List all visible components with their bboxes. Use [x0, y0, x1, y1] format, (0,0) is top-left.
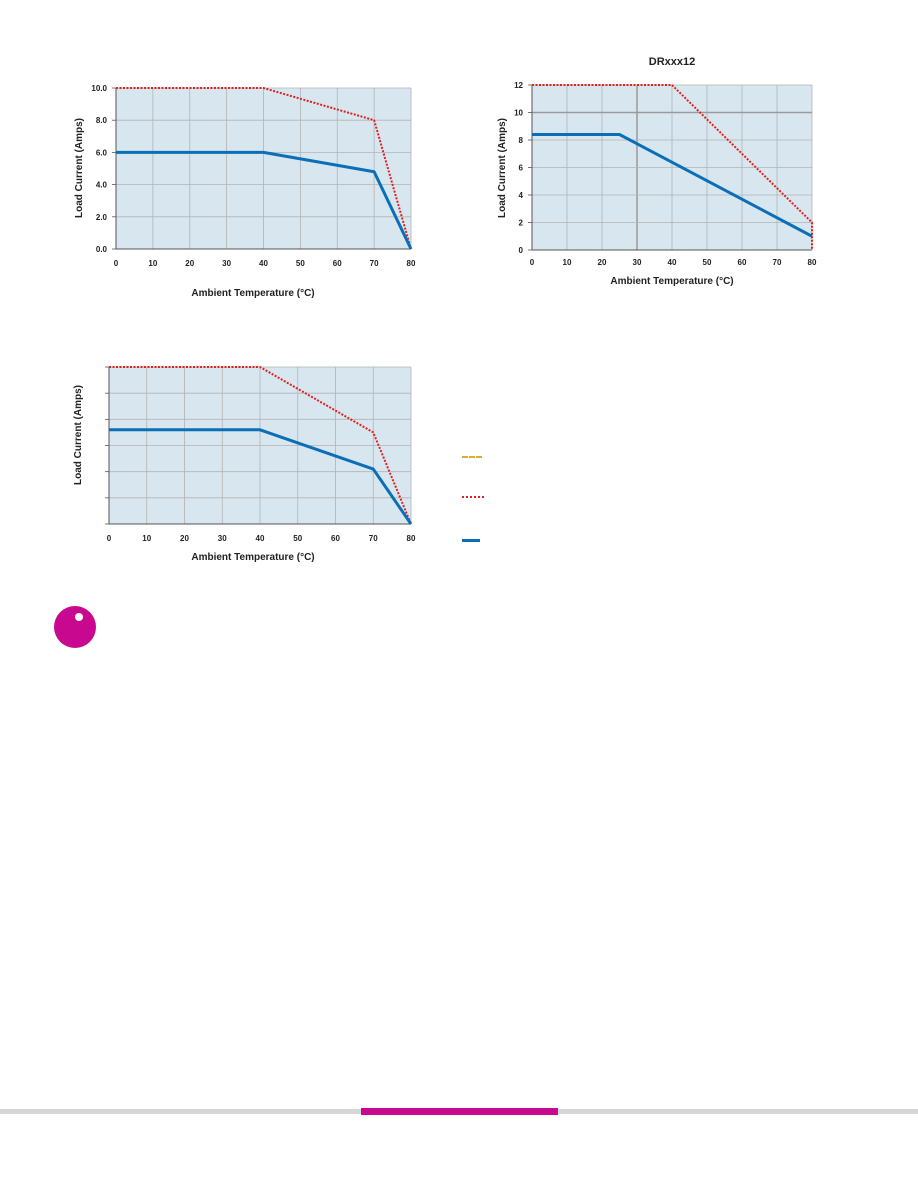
chart-2-y-tick-label: 2: [519, 219, 524, 228]
info-dot: [75, 613, 83, 621]
chart-2-x-tick-label: 80: [808, 258, 817, 267]
chart-1-y-axis-label: Load Current (Amps): [74, 118, 85, 218]
chart-2-y-tick-label: 4: [519, 191, 524, 200]
chart-1-x-tick-label: 10: [148, 259, 157, 268]
chart-2-x-tick-label: 60: [738, 258, 747, 267]
chart-2-series-blue-solid: [532, 133, 813, 238]
chart-2-y-tick-label: 10: [514, 109, 523, 118]
chart-1-y-tick-label: 10.0: [91, 84, 107, 93]
chart-2-x-tick-label: 50: [703, 258, 712, 267]
chart-2-series-red-dotted: [532, 84, 813, 250]
chart-3-series-blue-solid: [109, 428, 413, 525]
chart-1-x-tick-label: 0: [114, 259, 119, 268]
chart-1-x-tick-label: 70: [370, 259, 379, 268]
chart-3-x-axis-label: Ambient Temperature (°C): [191, 552, 314, 563]
chart-1-x-tick-label: 50: [296, 259, 305, 268]
chart-legend: [462, 446, 522, 556]
chart-2-title: DRxxx12: [649, 56, 695, 68]
chart-2-y-tick-label: 8: [519, 136, 524, 145]
chart-2-y-tick-label: 12: [514, 81, 523, 90]
chart-3-x-tick-label: 0: [107, 534, 112, 543]
legend-swatch-red-dotted: [462, 496, 484, 498]
chart-2-x-tick-label: 70: [773, 258, 782, 267]
chart-3-x-tick-label: 80: [407, 534, 416, 543]
chart-1-y-tick-label: 4.0: [96, 181, 108, 190]
info-circle-icon: [54, 606, 96, 648]
chart-3-x-tick-label: 60: [331, 534, 340, 543]
chart-2-plot-area: [528, 84, 813, 251]
legend-swatch-gold-dashed: [462, 456, 482, 458]
derating-chart-1: Ambient Temperature (°C) Load Current (A…: [74, 84, 416, 299]
chart-1-x-tick-label: 80: [407, 259, 416, 268]
chart-1-y-tick-label: 2.0: [96, 213, 108, 222]
chart-1-x-tick-label: 60: [333, 259, 342, 268]
chart-3-x-tick-label: 50: [293, 534, 302, 543]
chart-3-plot-area: [105, 366, 413, 525]
chart-1-y-tick-label: 8.0: [96, 116, 108, 125]
chart-3-x-tick-label: 20: [180, 534, 189, 543]
chart-2-x-tick-label: 10: [563, 258, 572, 267]
chart-1-y-tick-label: 0.0: [96, 245, 108, 254]
chart-1-x-tick-label: 20: [185, 259, 194, 268]
chart-2-x-tick-label: 20: [598, 258, 607, 267]
derating-chart-2: DRxxx12 Ambient Temperature (°C) Load Cu…: [497, 56, 817, 287]
chart-2-y-tick-label: 6: [519, 164, 524, 173]
chart-2-x-tick-label: 0: [530, 258, 535, 267]
chart-1-series-red-dotted: [116, 87, 412, 250]
chart-3-x-tick-label: 70: [369, 534, 378, 543]
legend-swatch-blue-solid: [462, 539, 480, 542]
chart-1-plot-area: [112, 87, 413, 250]
chart-2-x-tick-label: 30: [633, 258, 642, 267]
chart-2-x-axis-label: Ambient Temperature (°C): [610, 276, 733, 287]
chart-3-x-tick-label: 40: [256, 534, 265, 543]
chart-3-x-tick-label: 30: [218, 534, 227, 543]
chart-2-y-tick-label: 0: [519, 246, 524, 255]
chart-3-x-tick-label: 10: [142, 534, 151, 543]
chart-1-y-tick-label: 6.0: [96, 148, 108, 157]
chart-1-x-tick-label: 30: [222, 259, 231, 268]
chart-2-y-axis-label: Load Current (Amps): [497, 118, 508, 218]
footer-accent-bar: [361, 1108, 558, 1115]
chart-3-series-red-dotted: [109, 366, 412, 525]
chart-3-y-axis-label: Load Current (Amps): [73, 385, 84, 485]
chart-2-x-tick-label: 40: [668, 258, 677, 267]
chart-1-x-axis-label: Ambient Temperature (°C): [191, 288, 314, 299]
chart-1-x-tick-label: 40: [259, 259, 268, 268]
derating-chart-3: Ambient Temperature (°C) Load Current (A…: [73, 366, 416, 563]
chart-1-series-blue-solid: [116, 150, 413, 250]
